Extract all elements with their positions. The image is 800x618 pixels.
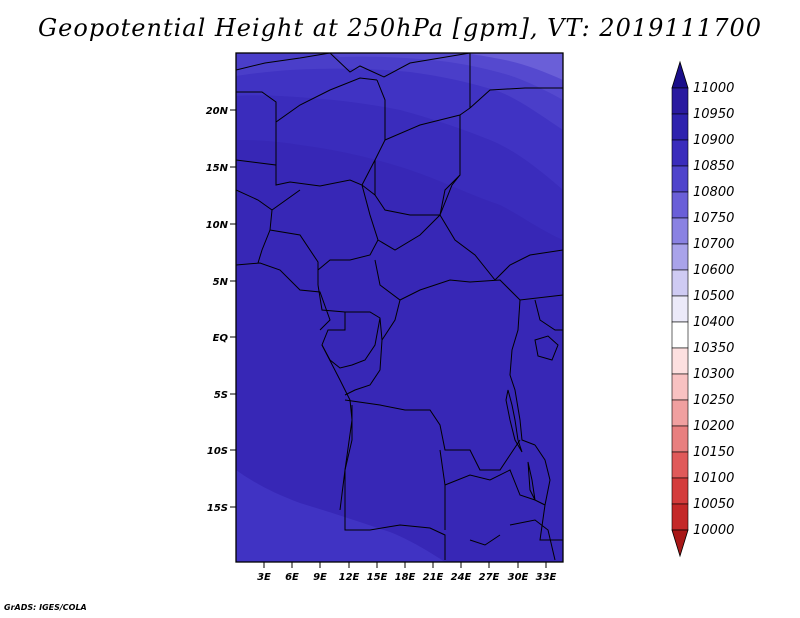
- lon-label-3e: 3E: [257, 572, 271, 583]
- colorbar-label: 10900: [693, 133, 734, 148]
- colorbar-swatch: [671, 269, 689, 297]
- coast-west: [236, 262, 331, 331]
- colorbar-label: 11000: [693, 81, 734, 96]
- colorbar-swatch: [671, 399, 689, 427]
- lon-label-27e: 27E: [479, 572, 500, 583]
- colorbar-swatch: [671, 477, 689, 505]
- colorbar-swatch: [671, 451, 689, 479]
- border-east-africa: [534, 299, 563, 541]
- colorbar-swatch: [671, 139, 689, 167]
- coast-atlantic: [321, 344, 353, 511]
- lat-label-15s: 15S: [207, 503, 228, 514]
- colorbar-label: 10950: [693, 107, 734, 122]
- colorbar-bottom-arrow: [671, 529, 689, 558]
- lon-label-6e: 6E: [285, 572, 299, 583]
- colorbar-swatch: [671, 503, 689, 531]
- lon-axis: 3E 6E 9E 12E 15E 18E 21E 24E 27E 30E 33E: [257, 562, 557, 583]
- border-west-africa: [236, 189, 319, 285]
- colorbar-label: 10600: [693, 263, 734, 278]
- colorbar-swatch: [671, 243, 689, 271]
- border-sudan: [439, 214, 563, 281]
- border-nigeria-south: [317, 184, 379, 271]
- map-title: Geopotential Height at 250hPa [gpm], VT:…: [38, 14, 762, 42]
- colorbar-label: 10150: [693, 445, 734, 460]
- colorbar-swatch: [671, 165, 689, 193]
- lon-label-33e: 33E: [536, 572, 557, 583]
- colorbar-swatch: [671, 321, 689, 349]
- colorbar-label: 10500: [693, 289, 734, 304]
- colorbar-label: 10000: [693, 523, 734, 538]
- border-libya-egypt: [439, 87, 563, 216]
- colorbar-swatch: [671, 191, 689, 219]
- colorbar-swatch: [671, 295, 689, 323]
- colorbar-top-arrow: [671, 60, 689, 89]
- country-borders: [236, 53, 563, 561]
- border-drc-south: [344, 399, 521, 471]
- lat-label-10n: 10N: [206, 220, 229, 231]
- map-frame: [235, 52, 564, 563]
- colorbar-label: 10200: [693, 419, 734, 434]
- colorbar: 11000 10950 10900 10850 10800 10750 10700 10600…: [671, 60, 734, 558]
- lon-label-9e: 9E: [313, 572, 327, 583]
- grads-credit: GrADS: IGES/COLA: [4, 603, 87, 612]
- lon-label-21e: 21E: [423, 572, 444, 583]
- border-cameroon-gabon: [317, 284, 383, 369]
- border-angola: [344, 405, 446, 560]
- colorbar-label: 10850: [693, 159, 734, 174]
- colorbar-label: 10350: [693, 341, 734, 356]
- colorbar-label: 10750: [693, 211, 734, 226]
- colorbar-label: 10300: [693, 367, 734, 382]
- lat-label-20n: 20N: [206, 106, 229, 117]
- colorbar-swatch: [671, 217, 689, 245]
- border-congo: [344, 299, 401, 396]
- lake-tanganyika: [505, 389, 523, 453]
- lon-label-12e: 12E: [339, 572, 360, 583]
- colorbar-swatch: [671, 347, 689, 375]
- border-car: [374, 214, 563, 301]
- colorbar-swatch: [671, 113, 689, 141]
- colorbar-label: 10700: [693, 237, 734, 252]
- lon-label-15e: 15E: [367, 572, 388, 583]
- shading-band-4: [330, 53, 563, 100]
- colorbar-label: 10100: [693, 471, 734, 486]
- border-mozambique: [469, 519, 556, 561]
- lat-label-15n: 15N: [206, 163, 229, 174]
- lon-label-24e: 24E: [451, 572, 472, 583]
- border-north-africa: [236, 53, 471, 116]
- colorbar-label: 10800: [693, 185, 734, 200]
- lat-label-10s: 10S: [207, 446, 228, 457]
- shading-band-5: [470, 53, 563, 80]
- lat-label-5n: 5N: [213, 277, 229, 288]
- lat-label-5s: 5S: [214, 390, 228, 401]
- colorbar-swatch: [671, 373, 689, 401]
- border-drc-east: [509, 299, 536, 446]
- geopotential-shading: [236, 53, 563, 562]
- shading-band-3: [236, 53, 563, 130]
- colorbar-label: 10250: [693, 393, 734, 408]
- colorbar-label: 10400: [693, 315, 734, 330]
- lat-axis: 20N 15N 10N 5N EQ 5S 10S 15S: [206, 106, 236, 514]
- colorbar-swatch: [671, 87, 689, 115]
- lake-victoria: [534, 335, 559, 361]
- colorbar-swatch: [671, 425, 689, 453]
- lake-malawi: [527, 461, 536, 501]
- shading-band-south: [236, 470, 445, 562]
- colorbar-label: 10050: [693, 497, 734, 512]
- shading-band-2: [236, 53, 563, 190]
- lon-label-18e: 18E: [395, 572, 416, 583]
- lon-label-30e: 30E: [508, 572, 529, 583]
- lat-label-eq: EQ: [213, 333, 229, 344]
